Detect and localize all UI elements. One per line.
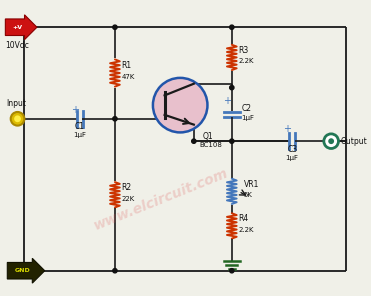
Circle shape [230, 268, 234, 273]
Text: VR1: VR1 [243, 181, 259, 189]
Circle shape [14, 115, 21, 122]
Text: R3: R3 [239, 46, 249, 54]
Text: 10Vdc: 10Vdc [5, 41, 29, 50]
Text: +: + [71, 105, 79, 115]
Circle shape [153, 78, 207, 132]
Text: +: + [223, 96, 231, 106]
Text: C3: C3 [287, 145, 297, 154]
Circle shape [113, 268, 117, 273]
Circle shape [22, 268, 26, 273]
Text: Input: Input [7, 99, 27, 108]
Text: Q1: Q1 [203, 132, 213, 141]
Text: www.elcircuit.com: www.elcircuit.com [91, 166, 230, 233]
FancyBboxPatch shape [5, 15, 37, 40]
Text: R4: R4 [239, 214, 249, 223]
Text: 1μF: 1μF [242, 115, 255, 121]
Circle shape [328, 138, 334, 144]
Text: 47K: 47K [122, 74, 135, 80]
Text: 2.2K: 2.2K [239, 227, 254, 233]
Circle shape [324, 134, 338, 149]
Text: BC108: BC108 [200, 142, 223, 148]
Text: 1μF: 1μF [286, 155, 299, 161]
Circle shape [230, 139, 234, 143]
Text: 5K: 5K [243, 192, 252, 198]
Text: C2: C2 [242, 104, 252, 112]
Circle shape [113, 25, 117, 29]
Circle shape [230, 25, 234, 29]
Text: 2.2K: 2.2K [239, 58, 254, 64]
Circle shape [230, 86, 234, 90]
Circle shape [192, 139, 196, 143]
Text: GND: GND [14, 268, 30, 273]
Text: R1: R1 [122, 61, 132, 70]
Circle shape [11, 112, 24, 126]
FancyBboxPatch shape [7, 258, 45, 283]
Circle shape [113, 117, 117, 121]
Text: R2: R2 [122, 183, 132, 192]
Text: 22K: 22K [122, 196, 135, 202]
Text: 1μF: 1μF [73, 132, 86, 138]
Text: +: + [283, 124, 291, 134]
Text: +V: +V [13, 25, 23, 30]
Text: C1: C1 [75, 123, 85, 131]
Text: Output: Output [341, 137, 368, 146]
